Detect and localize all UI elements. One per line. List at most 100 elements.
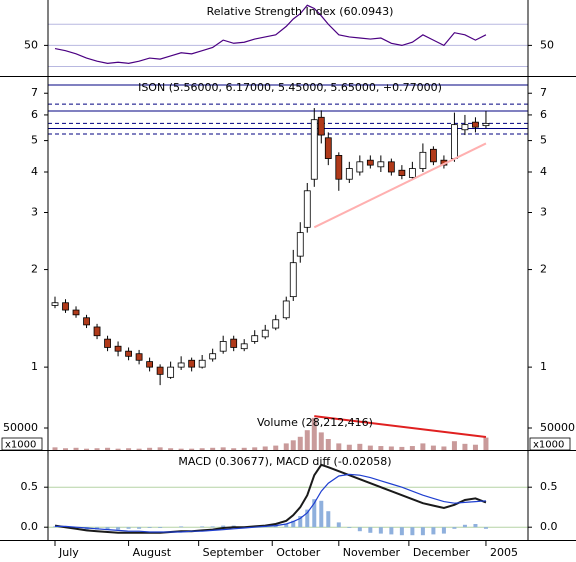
trendline [314, 415, 487, 439]
panel-title: ISON (5.56000, 6.17000, 5.45000, 5.65000… [138, 81, 442, 94]
candle-body [310, 119, 318, 180]
x-tick-label: September [203, 546, 264, 559]
candle-body [419, 151, 427, 169]
y-tick-label: 2 [540, 263, 547, 276]
histogram-bar [158, 527, 163, 528]
volume-bar [126, 448, 132, 450]
candle-body [335, 155, 343, 180]
candle-body [240, 343, 248, 350]
volume-bar [199, 448, 205, 450]
candle-body [177, 362, 185, 368]
histogram-bar [378, 527, 383, 534]
volume-bar [73, 447, 79, 450]
volume-bar [210, 447, 216, 450]
histogram-bar [305, 509, 310, 528]
volume-bar [168, 448, 174, 450]
histogram-bar [200, 526, 205, 528]
y-tick-label: 50000 [3, 421, 38, 434]
y-tick-label: 50000 [540, 421, 575, 434]
x-tick-label: 2005 [490, 546, 518, 559]
volume-bar [290, 440, 296, 450]
histogram-bar [221, 525, 226, 528]
volume-bar [115, 448, 121, 450]
histogram-bar [326, 511, 331, 528]
candle-body [377, 161, 385, 168]
histogram-bar [273, 525, 278, 528]
candle-body [272, 319, 280, 329]
y-tick-label: 0.0 [21, 520, 39, 533]
candle-body [356, 161, 364, 173]
y-tick-label: 5 [540, 134, 547, 147]
histogram-bar [347, 527, 352, 528]
y-tick-label: 2 [31, 263, 38, 276]
y-tick-label: 4 [31, 165, 38, 178]
histogram-bar [368, 527, 373, 533]
candle-body [93, 326, 101, 337]
histogram-bar [291, 520, 296, 528]
histogram-bar [116, 527, 121, 530]
volume-bar [304, 430, 310, 450]
candle-body [289, 262, 297, 298]
volume-bar [357, 443, 363, 450]
volume-bar [52, 447, 58, 450]
macd-line [55, 473, 487, 533]
volume-bar [63, 448, 69, 450]
x-tick-label: December [413, 546, 471, 559]
y-tick-label: 0.0 [540, 520, 558, 533]
y-tick-label: 1 [540, 360, 547, 373]
y-tick-label: 0.5 [540, 480, 558, 493]
candle-body [317, 116, 325, 136]
candle-body [366, 159, 374, 166]
macd-line [54, 463, 487, 534]
y-tick-label: 3 [31, 205, 38, 218]
candle-body [72, 309, 80, 316]
y-tick-label: 50 [540, 38, 554, 51]
volume-bar [147, 447, 153, 450]
histogram-bar [399, 527, 404, 536]
histogram-bar [410, 527, 415, 536]
x-tick-label: November [343, 546, 401, 559]
candle-body [146, 361, 154, 368]
volume-bar [483, 437, 489, 450]
volume-bar [273, 445, 279, 450]
candle-body [472, 121, 479, 128]
volume-bar [189, 448, 195, 450]
candle-body [51, 302, 59, 306]
candle-body [188, 359, 196, 368]
volume-bar [231, 448, 237, 450]
volume-bar [105, 447, 111, 450]
volume-bar [220, 447, 226, 450]
y-tick-label: 3 [540, 205, 547, 218]
histogram-bar [336, 522, 341, 528]
candle-body [303, 190, 311, 228]
candle-body [135, 353, 143, 361]
volume-bar [241, 447, 247, 450]
volume-bar [178, 448, 184, 450]
x-tick-label: July [58, 546, 79, 559]
candle-body [114, 345, 122, 352]
candle-body [83, 317, 90, 326]
volume-bar [388, 446, 394, 450]
panel-title: Volume (28,212,416) [257, 416, 373, 429]
candle-body [387, 161, 395, 173]
volume-bar [420, 443, 426, 450]
y-tick-label: 4 [540, 165, 547, 178]
candle-body [461, 124, 469, 131]
x-tick-label: October [276, 546, 320, 559]
histogram-bar [126, 527, 131, 529]
histogram-bar [431, 527, 436, 535]
histogram-bar [357, 527, 362, 532]
volume-bar [346, 444, 352, 450]
y-tick-label: 6 [540, 108, 547, 121]
volume-bar [472, 444, 478, 450]
volume-bar [157, 447, 163, 450]
volume-bar [378, 446, 384, 450]
volume-bar [325, 438, 331, 450]
y-tick-label: 50 [24, 38, 38, 51]
histogram-bar [389, 527, 394, 535]
histogram-bar [312, 499, 317, 528]
candle-body [296, 232, 304, 257]
panel-title: Relative Strength Index (60.0943) [207, 5, 394, 18]
histogram-bar [179, 526, 184, 528]
